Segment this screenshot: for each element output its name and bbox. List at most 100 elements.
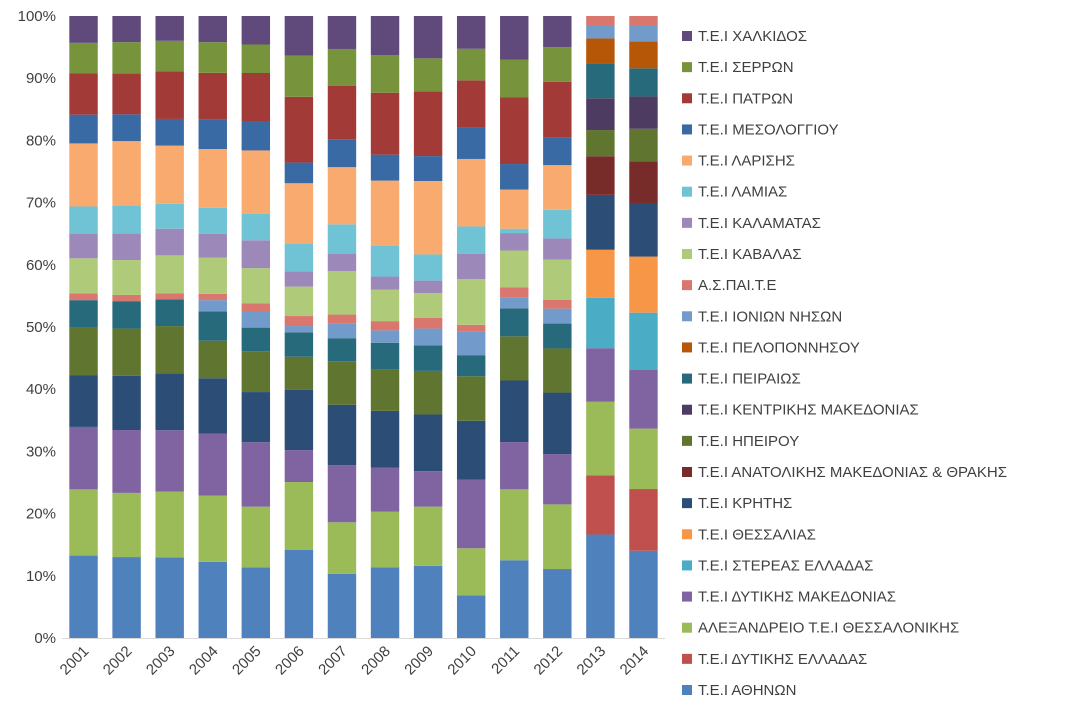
legend-label: Τ.Ε.Ι ΛΑΡΙΣΗΣ (698, 153, 795, 170)
bar-segment (586, 297, 615, 349)
x-tick-label: 2007 (315, 643, 351, 679)
bar-segment (456, 324, 486, 332)
legend-label: Τ.Ε.Ι ΣΕΡΡΩΝ (698, 59, 794, 76)
bar-segment (241, 73, 271, 122)
legend-swatch (682, 280, 692, 291)
bar-segment (543, 569, 572, 638)
bar-segment (69, 555, 98, 638)
bar-segment (284, 271, 314, 287)
bar-segment (198, 378, 227, 434)
bar-segment (155, 40, 184, 72)
bar-segment (586, 401, 615, 476)
legend-swatch (682, 622, 692, 633)
legend-swatch (682, 498, 692, 509)
legend-swatch (682, 404, 692, 415)
bar-segment (284, 16, 314, 56)
bar-segment (500, 336, 529, 381)
bar-segment (327, 271, 357, 315)
bar-segment (198, 433, 227, 496)
bar-segment (284, 244, 314, 272)
bar-segment (370, 289, 400, 322)
bar-segment (543, 323, 572, 349)
bar-segment (413, 328, 443, 346)
bar-stack-2013 (586, 16, 615, 638)
legend-label: Τ.Ε.Ι ΔΥΤΙΚΗΣ ΕΛΛΑΔΑΣ (698, 651, 867, 668)
bar-segment (112, 430, 141, 493)
bar-segment (155, 118, 184, 146)
legend-item: Τ.Ε.Ι ΣΕΡΡΩΝ (682, 59, 794, 76)
bar-stack-2001 (69, 16, 98, 638)
bar-segment (500, 308, 529, 337)
bar-segment (327, 323, 357, 339)
legend-label: Τ.Ε.Ι ΠΕΛΟΠΟΝΝΗΣΟΥ (698, 339, 860, 356)
x-tick-label: 2011 (488, 643, 523, 678)
legend-swatch (682, 249, 692, 259)
bar-segment (543, 81, 572, 138)
bar-segment (629, 428, 658, 490)
bar-segment (198, 233, 227, 258)
bar-segment (500, 489, 529, 561)
bar-segment (112, 141, 141, 206)
bar-segment (198, 340, 227, 379)
bar-segment (413, 156, 443, 181)
legend-item: Τ.Ε.Ι ΚΑΒΑΛΑΣ (682, 246, 802, 263)
legend-label: Τ.Ε.Ι ΚΡΗΤΗΣ (698, 495, 792, 512)
bar-segment (241, 240, 271, 269)
bar-segment (155, 326, 184, 374)
bar-segment (629, 25, 658, 42)
legend-swatch (682, 124, 692, 135)
legend-label: Τ.Ε.Ι ΚΑΒΑΛΑΣ (698, 246, 802, 263)
bar-segment (284, 549, 314, 638)
bar-segment (112, 375, 141, 431)
bar-segment (327, 48, 357, 86)
bar-segment (155, 255, 184, 294)
bar-segment (543, 238, 572, 260)
bar-segment (69, 16, 98, 43)
bar-segment (112, 73, 141, 115)
bar-segment (586, 98, 615, 131)
bar-segment (112, 114, 141, 142)
bar-segment (155, 228, 184, 256)
legend-label: Τ.Ε.Ι ΚΑΛΑΜΑΤΑΣ (698, 215, 821, 232)
bar-segment (284, 389, 314, 451)
bar-segment (198, 293, 227, 301)
bar-segment (456, 226, 486, 254)
bar-segment (327, 16, 357, 49)
bar-segment (500, 560, 529, 638)
bar-segment (586, 156, 615, 195)
bar-segment (456, 595, 486, 638)
legend-label: Τ.Ε.Ι ΧΑΛΚΙΔΟΣ (698, 28, 807, 45)
bar-segment (198, 16, 227, 43)
bar-segment (500, 233, 529, 251)
bar-segment (629, 489, 658, 551)
legend-label: Τ.Ε.Ι ΣΤΕΡΕΑΣ ΕΛΛΑΔΑΣ (698, 557, 873, 574)
bar-segment (241, 303, 271, 312)
x-tick-label: 2002 (100, 643, 136, 679)
legend-swatch (682, 591, 692, 602)
bar-segment (629, 41, 658, 69)
bar-segment (586, 130, 615, 157)
y-tick-label: 80% (26, 132, 56, 149)
bar-segment (543, 504, 572, 570)
bar-segment (500, 97, 529, 165)
bar-segment (586, 63, 615, 99)
bar-segment (456, 158, 486, 227)
bar-segment (112, 294, 141, 302)
bar-segment (500, 250, 529, 288)
y-tick-label: 10% (26, 568, 56, 585)
bar-stack-2002 (112, 16, 141, 638)
bar-segment (241, 506, 271, 568)
bar-segment (327, 224, 357, 254)
bar-segment (69, 42, 98, 74)
legend-label: Τ.Ε.Ι ΔΥΤΙΚΗΣ ΜΑΚΕΔΟΝΙΑΣ (698, 589, 896, 606)
bar-segment (69, 114, 98, 144)
y-tick-label: 30% (26, 443, 56, 460)
bar-segment (413, 414, 443, 472)
bar-segment (370, 369, 400, 411)
bar-segment (629, 202, 658, 257)
bar-segment (413, 506, 443, 566)
legend-item: Τ.Ε.Ι ΔΥΤΙΚΗΣ ΜΑΚΕΔΟΝΙΑΣ (682, 589, 896, 606)
bar-segment (198, 42, 227, 73)
legend-item: Τ.Ε.Ι ΗΠΕΙΡΟΥ (682, 433, 799, 450)
bar-segment (500, 297, 529, 309)
